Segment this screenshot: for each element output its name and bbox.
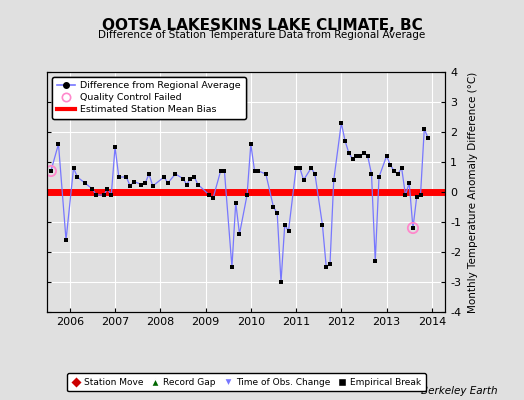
Point xyxy=(111,144,119,150)
Point xyxy=(345,150,353,156)
Legend: Difference from Regional Average, Quality Control Failed, Estimated Station Mean: Difference from Regional Average, Qualit… xyxy=(52,77,246,119)
Point xyxy=(205,192,213,198)
Point xyxy=(356,153,364,159)
Point xyxy=(228,264,236,270)
Point xyxy=(261,171,270,177)
Point xyxy=(326,261,334,267)
Point xyxy=(179,175,187,182)
Point xyxy=(285,228,293,234)
Point xyxy=(386,162,395,168)
Point xyxy=(322,264,331,270)
Point xyxy=(194,181,202,188)
Point xyxy=(424,135,432,141)
Point xyxy=(187,175,195,182)
Point xyxy=(390,168,398,174)
Point xyxy=(163,180,172,186)
Point xyxy=(220,168,228,174)
Point xyxy=(100,192,108,198)
Point xyxy=(243,192,251,198)
Point xyxy=(190,174,199,180)
Point xyxy=(182,181,191,188)
Point xyxy=(92,192,101,198)
Point xyxy=(69,165,78,171)
Point xyxy=(348,156,357,162)
Point xyxy=(401,192,410,198)
Point xyxy=(296,165,304,171)
Point xyxy=(371,258,379,264)
Point xyxy=(103,186,112,192)
Point xyxy=(235,231,244,237)
Point xyxy=(269,204,278,210)
Point xyxy=(148,183,157,189)
Point xyxy=(360,150,368,156)
Point xyxy=(141,180,149,186)
Point xyxy=(330,177,338,183)
Y-axis label: Monthly Temperature Anomaly Difference (°C): Monthly Temperature Anomaly Difference (… xyxy=(468,71,478,313)
Point xyxy=(126,183,134,189)
Point xyxy=(318,222,326,228)
Point xyxy=(47,168,55,174)
Text: Difference of Station Temperature Data from Regional Average: Difference of Station Temperature Data f… xyxy=(99,30,425,40)
Point xyxy=(73,174,82,180)
Point xyxy=(375,174,383,180)
Point xyxy=(405,180,413,186)
Point xyxy=(412,193,421,200)
Point xyxy=(273,210,281,216)
Point xyxy=(137,181,146,188)
Point xyxy=(107,192,115,198)
Point xyxy=(54,141,63,147)
Point xyxy=(277,279,285,285)
Point xyxy=(209,195,217,201)
Point xyxy=(216,168,225,174)
Point xyxy=(280,222,289,228)
Point xyxy=(250,168,259,174)
Point xyxy=(311,171,319,177)
Point xyxy=(247,141,255,147)
Point xyxy=(409,225,417,231)
Point xyxy=(417,192,425,198)
Point xyxy=(394,171,402,177)
Point xyxy=(341,138,350,144)
Text: OOTSA LAKESKINS LAKE CLIMATE, BC: OOTSA LAKESKINS LAKE CLIMATE, BC xyxy=(102,18,422,33)
Point xyxy=(232,199,240,206)
Point xyxy=(383,153,391,159)
Point xyxy=(171,171,180,177)
Point xyxy=(420,126,429,132)
Legend: Station Move, Record Gap, Time of Obs. Change, Empirical Break: Station Move, Record Gap, Time of Obs. C… xyxy=(67,374,425,392)
Point xyxy=(160,174,168,180)
Text: Berkeley Earth: Berkeley Earth xyxy=(421,386,498,396)
Point xyxy=(81,180,89,186)
Point xyxy=(88,186,96,192)
Point xyxy=(337,120,345,126)
Point xyxy=(364,153,372,159)
Point xyxy=(115,174,123,180)
Point xyxy=(292,165,300,171)
Point xyxy=(122,174,130,180)
Point xyxy=(254,168,263,174)
Point xyxy=(367,171,376,177)
Point xyxy=(352,153,361,159)
Point xyxy=(397,165,406,171)
Point xyxy=(62,237,70,243)
Point xyxy=(409,225,417,231)
Point xyxy=(299,177,308,183)
Point xyxy=(145,171,153,177)
Point xyxy=(130,178,138,185)
Point xyxy=(307,165,315,171)
Point xyxy=(47,168,55,174)
